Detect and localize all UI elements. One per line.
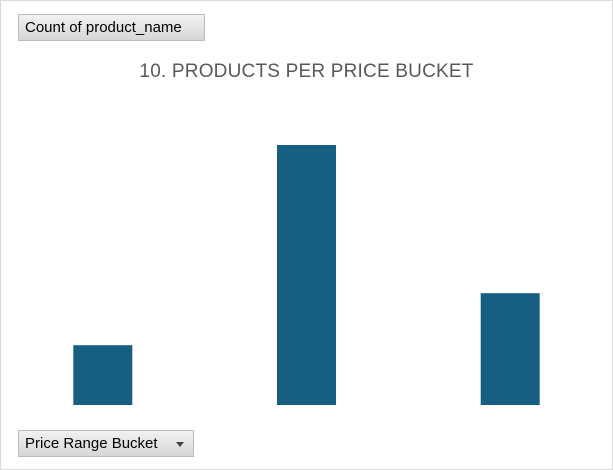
- axis-field-label: Price Range Bucket: [25, 435, 158, 452]
- dropdown-arrow-icon[interactable]: [176, 442, 184, 447]
- value-field-button[interactable]: Count of product_name: [18, 14, 205, 41]
- value-field-label: Count of product_name: [25, 19, 182, 36]
- bar-2[interactable]: [277, 145, 336, 405]
- axis-field-button[interactable]: Price Range Bucket: [18, 430, 194, 457]
- bar-3[interactable]: [480, 293, 540, 405]
- bar-1[interactable]: [73, 345, 133, 405]
- chart-title: 10. PRODUCTS PER PRICE BUCKET: [139, 61, 474, 82]
